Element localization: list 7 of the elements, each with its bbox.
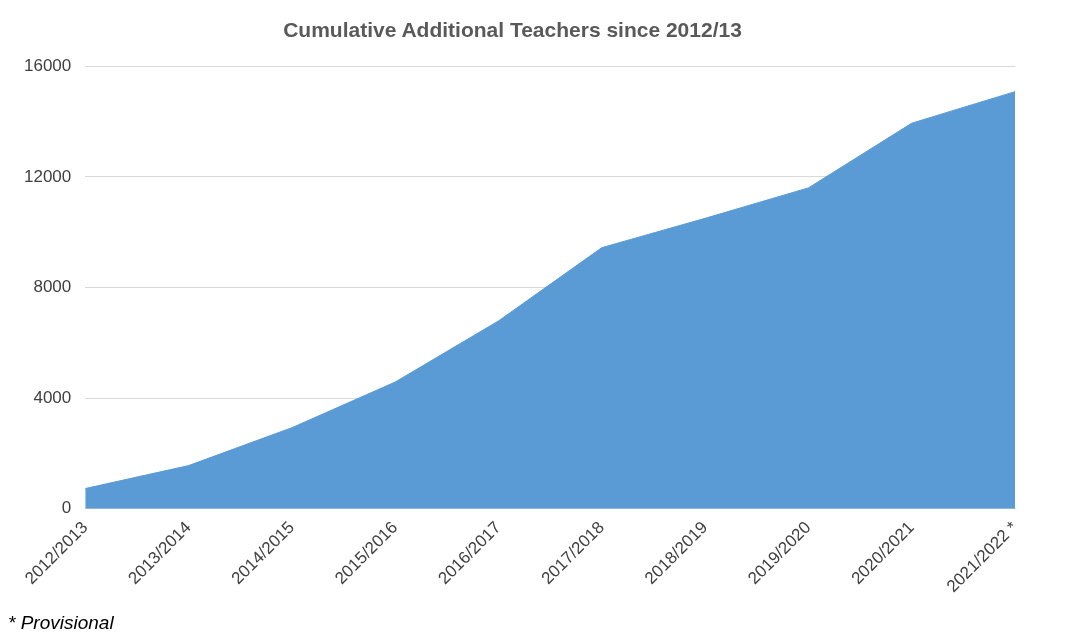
- text: * Provisional: [8, 612, 114, 634]
- y-tick-label: 8000: [33, 277, 72, 297]
- y-tick-label: 12000: [23, 166, 72, 186]
- chart-title: Cumulative Additional Teachers since 2012/13: [283, 18, 742, 42]
- y-tick-label: 0: [61, 498, 72, 518]
- y-tick-label: 4000: [33, 387, 72, 407]
- y-tick-label: 16000: [23, 55, 72, 75]
